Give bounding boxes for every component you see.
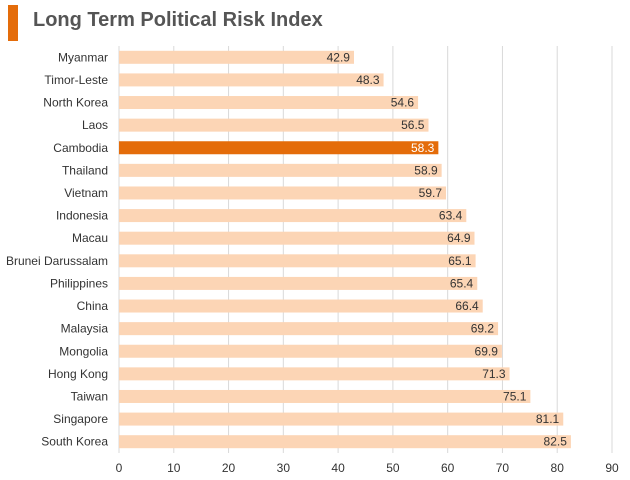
category-labels: Myanmar Timor-Leste North Korea Laos Cambodi… xyxy=(6,50,108,448)
bar xyxy=(119,299,483,313)
category-label: Singapore xyxy=(53,412,108,426)
bar xyxy=(119,367,510,381)
bar xyxy=(119,73,384,87)
category-label: Myanmar xyxy=(58,50,108,64)
category-label: Thailand xyxy=(62,163,108,177)
data-label: 42.9 xyxy=(327,50,351,64)
x-tick-label: 90 xyxy=(605,461,619,475)
bar xyxy=(119,163,442,177)
chart-title: Long Term Political Risk Index xyxy=(33,9,323,31)
category-label: Timor-Leste xyxy=(44,73,108,87)
data-label: 66.4 xyxy=(455,299,479,313)
bar xyxy=(119,118,429,132)
bar xyxy=(119,231,475,245)
x-tick-label: 0 xyxy=(116,461,123,475)
category-label: Laos xyxy=(82,118,108,132)
data-label: 71.3 xyxy=(482,367,506,381)
category-label: Hong Kong xyxy=(48,367,108,381)
x-tick-label: 50 xyxy=(386,461,400,475)
data-label: 82.5 xyxy=(544,435,568,449)
data-label: 58.3 xyxy=(411,141,435,155)
data-label: 75.1 xyxy=(503,389,527,403)
data-label: 65.1 xyxy=(448,254,472,268)
bar xyxy=(119,412,564,426)
data-label: 48.3 xyxy=(356,73,380,87)
data-label: 81.1 xyxy=(536,412,560,426)
gridlines xyxy=(118,46,613,453)
bar xyxy=(119,344,502,358)
category-label: Macau xyxy=(72,231,108,245)
bar xyxy=(119,276,478,290)
category-label: Cambodia xyxy=(53,141,108,155)
bar xyxy=(119,389,531,403)
x-tick-label: 10 xyxy=(167,461,181,475)
x-tick-label: 70 xyxy=(496,461,510,475)
x-tick-label: 80 xyxy=(551,461,565,475)
data-label: 64.9 xyxy=(447,231,471,245)
data-label: 65.4 xyxy=(450,276,474,290)
x-tick-label: 40 xyxy=(331,461,345,475)
data-label: 63.4 xyxy=(439,209,463,223)
bar xyxy=(119,209,467,223)
category-label: China xyxy=(77,299,109,313)
category-label: Brunei Darussalam xyxy=(6,254,108,268)
bar xyxy=(119,186,447,200)
bar xyxy=(119,254,476,268)
category-label: South Korea xyxy=(41,435,108,449)
category-label: Taiwan xyxy=(71,389,108,403)
value-labels: 42.9 48.3 54.6 56.5 58.3 58.9 59.7 63.4 64.9 65.1… xyxy=(327,50,568,448)
bar xyxy=(119,435,571,449)
x-tick-label: 30 xyxy=(277,461,291,475)
category-label: Malaysia xyxy=(61,322,109,336)
data-label: 56.5 xyxy=(401,118,425,132)
data-label: 69.2 xyxy=(471,322,495,336)
title-accent-bar xyxy=(8,5,18,41)
x-tick-label: 20 xyxy=(222,461,236,475)
data-label: 58.9 xyxy=(414,163,438,177)
data-label: 54.6 xyxy=(391,96,415,110)
category-label: Indonesia xyxy=(56,209,108,223)
category-label: Philippines xyxy=(50,276,108,290)
category-label: North Korea xyxy=(43,96,108,110)
bar xyxy=(119,96,419,110)
x-axis-ticks: 0 10 20 30 40 50 60 70 80 90 xyxy=(116,461,619,475)
category-label: Vietnam xyxy=(64,186,108,200)
data-label: 69.9 xyxy=(475,344,499,358)
category-label: Mongolia xyxy=(59,344,108,358)
x-tick-label: 60 xyxy=(441,461,455,475)
bars xyxy=(119,50,571,449)
data-label: 59.7 xyxy=(419,186,443,200)
bar xyxy=(119,322,499,336)
bar xyxy=(119,50,354,64)
bar-highlight xyxy=(119,141,439,155)
